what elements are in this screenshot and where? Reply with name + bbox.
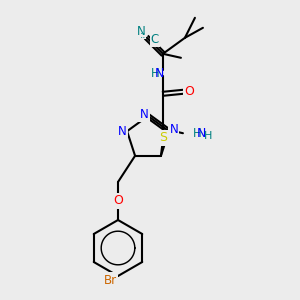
Text: H: H xyxy=(151,67,159,80)
Text: N: N xyxy=(155,67,165,80)
Text: O: O xyxy=(184,85,194,98)
Text: H: H xyxy=(193,127,202,140)
Text: N: N xyxy=(140,107,148,121)
Text: Br: Br xyxy=(103,274,117,286)
Text: N: N xyxy=(197,127,206,140)
Text: O: O xyxy=(113,194,123,208)
Text: S: S xyxy=(159,131,167,144)
Text: ::: :: xyxy=(140,30,146,40)
Text: H: H xyxy=(204,131,212,141)
Text: N: N xyxy=(169,123,178,136)
Text: C: C xyxy=(151,33,159,46)
Text: N: N xyxy=(136,25,145,38)
Text: N: N xyxy=(118,125,127,138)
